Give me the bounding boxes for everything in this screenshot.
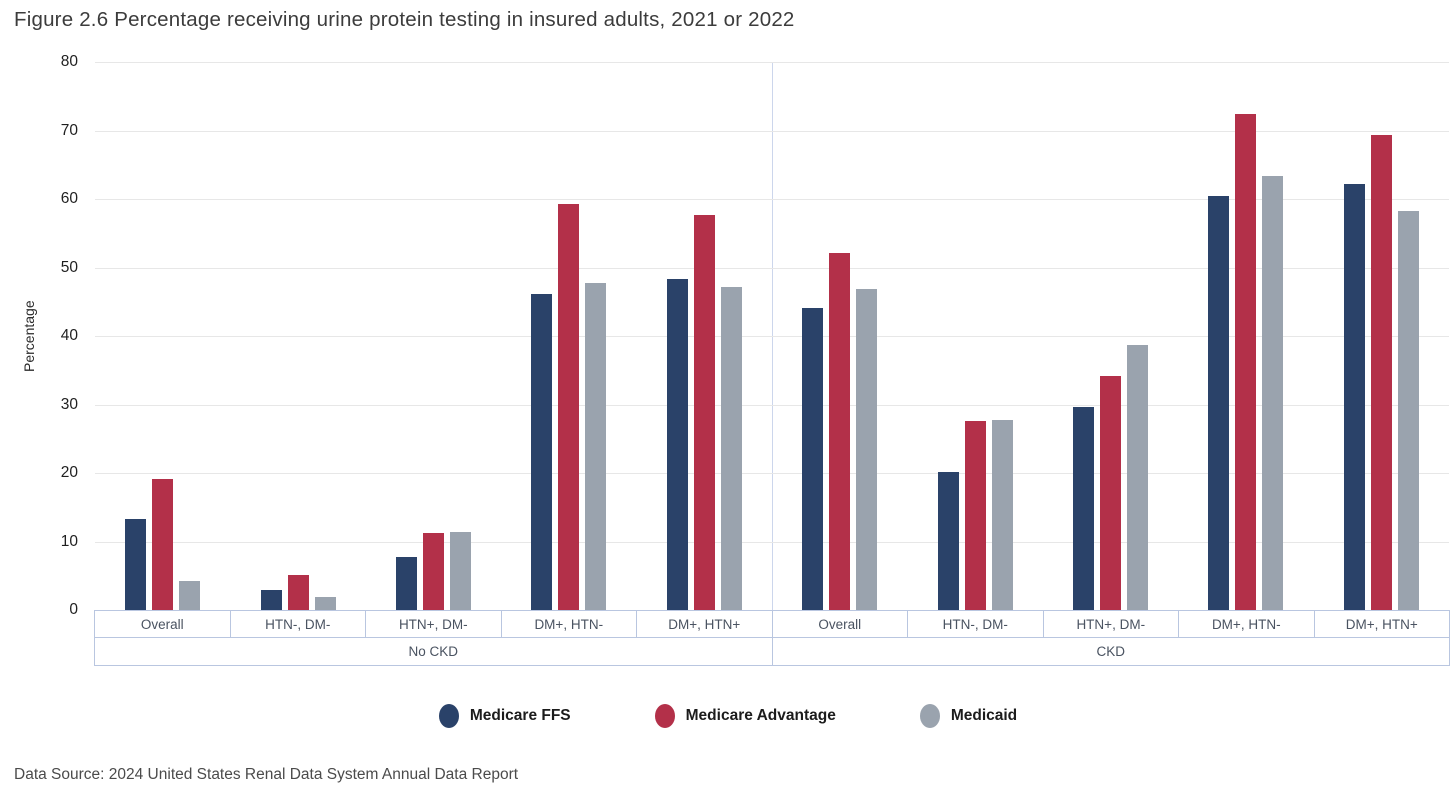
x-axis-category-row: Overall HTN-, DM- HTN+, DM- DM+, HTN- DM+, H… bbox=[94, 610, 1450, 638]
legend-item-medicare-advantage: Medicare Advantage bbox=[654, 704, 836, 728]
bar-medicare-advantage bbox=[693, 215, 715, 610]
x-category-label: DM+, HTN+ bbox=[1313, 610, 1450, 638]
bar-medicaid bbox=[450, 531, 471, 610]
bar-medicaid bbox=[991, 419, 1013, 610]
x-category-label: DM+, HTN+ bbox=[636, 610, 773, 638]
x-group-label: No CKD bbox=[94, 637, 773, 666]
y-tick-label: 10 bbox=[60, 532, 78, 550]
x-category-label: HTN+, DM- bbox=[365, 610, 502, 638]
x-category-label: HTN-, DM- bbox=[229, 610, 366, 638]
y-tick-label: 20 bbox=[60, 464, 78, 481]
bar-medicare-ffs bbox=[1073, 406, 1094, 610]
x-category-label: HTN-, DM- bbox=[907, 610, 1044, 638]
bar-medicare-ffs bbox=[125, 518, 147, 610]
x-category-label: DM+, HTN- bbox=[500, 610, 637, 638]
x-category-label: DM+, HTN- bbox=[1178, 610, 1315, 638]
gridline bbox=[95, 130, 1449, 132]
y-tick-label: 70 bbox=[60, 121, 78, 139]
bar-medicaid bbox=[585, 283, 607, 610]
y-tick-label: 40 bbox=[60, 327, 78, 344]
gridline bbox=[95, 541, 1449, 543]
x-category-label: Overall bbox=[771, 610, 908, 638]
data-source: Data Source: 2024 United States Renal Da… bbox=[14, 766, 519, 783]
bar-medicare-advantage bbox=[423, 533, 444, 610]
bar-medicare-advantage bbox=[829, 253, 851, 610]
x-group-label: CKD bbox=[771, 637, 1450, 666]
bar-medicaid bbox=[720, 287, 742, 610]
y-axis-ticks: 0 10 20 30 40 50 60 70 80 bbox=[28, 53, 78, 618]
bar-medicare-ffs bbox=[937, 472, 959, 610]
figure-title: Figure 2.6 Percentage receiving urine pr… bbox=[14, 8, 795, 31]
bar-medicare-advantage bbox=[1100, 376, 1121, 610]
x-category-label: Overall bbox=[94, 610, 231, 638]
bar-medicare-ffs bbox=[1343, 183, 1365, 610]
bar-medicare-advantage bbox=[152, 479, 174, 610]
bar-medicare-ffs bbox=[396, 556, 417, 610]
bar-medicare-advantage bbox=[1370, 135, 1392, 610]
bar-medicare-ffs bbox=[802, 307, 824, 610]
plot-area bbox=[95, 62, 1449, 610]
gridline bbox=[95, 404, 1449, 406]
bar-medicaid bbox=[1397, 210, 1419, 610]
gridline bbox=[95, 473, 1449, 474]
bar-medicaid bbox=[179, 580, 201, 610]
bar-medicare-advantage bbox=[287, 575, 309, 610]
bar-medicare-advantage bbox=[558, 203, 580, 610]
y-tick-label: 30 bbox=[60, 395, 78, 413]
bar-medicaid bbox=[1262, 176, 1284, 610]
bar-medicaid bbox=[314, 597, 336, 610]
y-tick-label: 60 bbox=[60, 190, 78, 207]
x-axis-group-row: No CKD CKD bbox=[94, 637, 1450, 666]
bar-medicare-ffs bbox=[666, 279, 688, 610]
gridline bbox=[95, 336, 1449, 337]
legend-label: Medicare Advantage bbox=[685, 707, 836, 724]
bar-medicare-advantage bbox=[964, 420, 986, 610]
bar-medicare-ffs bbox=[531, 293, 553, 610]
bar-medicare-ffs bbox=[1208, 196, 1230, 610]
gridline bbox=[95, 199, 1449, 200]
bar-medicaid bbox=[856, 289, 878, 610]
gridline bbox=[95, 62, 1449, 63]
legend-label: Medicaid bbox=[950, 707, 1018, 724]
legend-item-medicaid: Medicaid bbox=[919, 704, 1018, 728]
medicare-ffs-swatch-icon bbox=[438, 704, 459, 728]
x-category-label: HTN+, DM- bbox=[1042, 610, 1179, 638]
medicaid-swatch-icon bbox=[919, 704, 940, 728]
y-tick-label: 50 bbox=[60, 258, 78, 276]
gridline bbox=[95, 267, 1449, 269]
bar-medicaid bbox=[1127, 344, 1148, 610]
medicare-advantage-swatch-icon bbox=[654, 704, 675, 728]
bar-medicare-ffs bbox=[260, 590, 282, 610]
bar-medicare-advantage bbox=[1235, 114, 1257, 610]
legend: Medicare FFS Medicare Advantage Medicaid bbox=[0, 700, 1456, 732]
y-tick-label: 80 bbox=[60, 53, 78, 70]
legend-label: Medicare FFS bbox=[469, 707, 571, 724]
y-tick-label: 0 bbox=[69, 601, 78, 618]
legend-item-medicare-ffs: Medicare FFS bbox=[438, 704, 571, 728]
